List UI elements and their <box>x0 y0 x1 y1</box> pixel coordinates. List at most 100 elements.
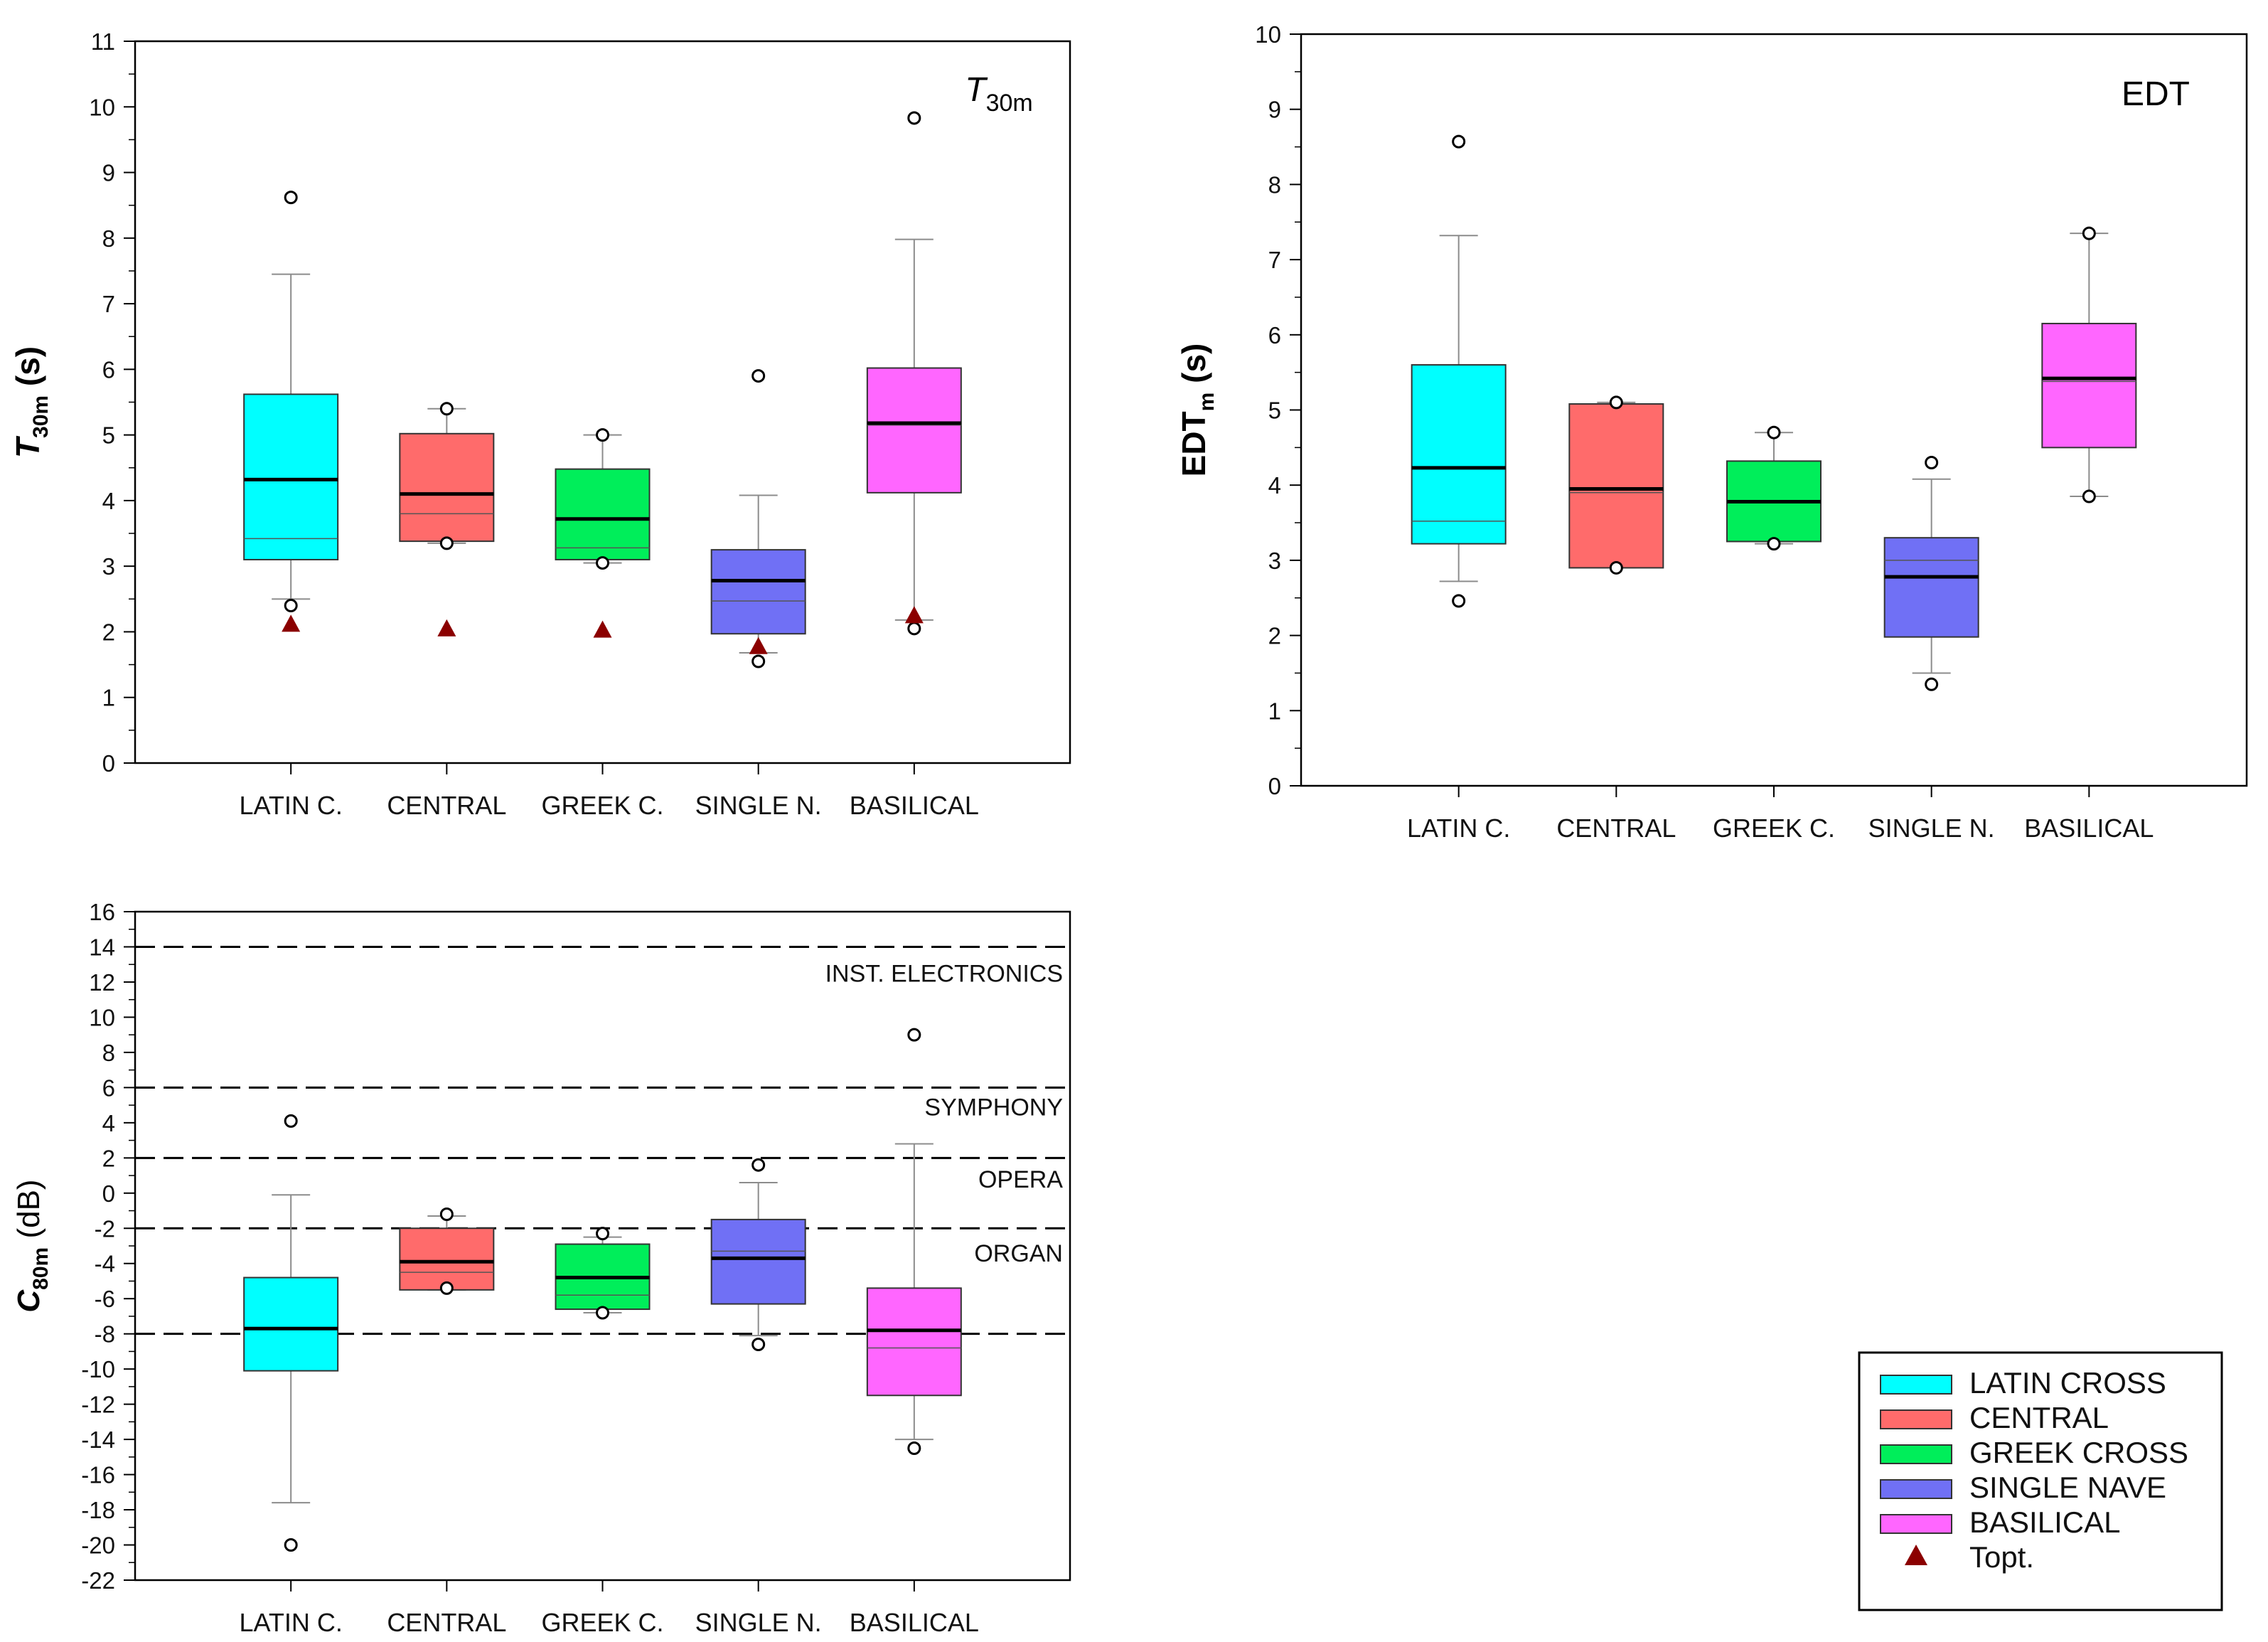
t30-panel: 0 1 2 3 4 5 6 7 8 9 10 11 LATIN C. CENTRAL GREEK C. SIN… <box>9 28 1071 820</box>
edt-outlier-point <box>1452 594 1466 608</box>
t30-outlier-point <box>596 556 609 570</box>
c80-outlier-point <box>596 1306 609 1320</box>
t30-topt-marker <box>749 636 768 654</box>
legend-topt-label: Topt. <box>1969 1540 2034 1574</box>
t30-y-axis-label-main: T <box>9 435 46 458</box>
t30-topt-marker <box>282 614 301 632</box>
edt-category-label: CENTRAL <box>1556 814 1676 843</box>
t30-category-label: SINGLE N. <box>695 791 822 820</box>
edt-ytick-label: 6 <box>1268 322 1281 348</box>
t30-outlier-point <box>439 402 454 416</box>
t30-outlier-point <box>284 191 298 205</box>
t30-ytick-label: 4 <box>102 488 115 514</box>
c80-ytick-label: 4 <box>102 1110 115 1136</box>
t30-ytick-label: 5 <box>102 422 115 449</box>
edt-y-axis-label-unit: (s) <box>1175 343 1212 393</box>
c80-category-label: BASILICAL <box>850 1608 979 1637</box>
edt-ytick-label: 2 <box>1268 623 1281 649</box>
c80-ytick-label: 8 <box>102 1040 115 1066</box>
t30-box <box>710 549 806 635</box>
edt-y-axis-label-main: EDT <box>1175 411 1212 476</box>
t30-outlier-point <box>907 111 921 125</box>
c80-outlier-point <box>596 1227 609 1241</box>
c80-ytick-label: -22 <box>81 1567 115 1594</box>
t30-box <box>866 367 962 494</box>
edt-outlier-point <box>2082 226 2096 240</box>
c80-ytick-label: 16 <box>89 899 115 925</box>
t30-box <box>243 393 339 560</box>
t30-ytick-label: 8 <box>102 225 115 252</box>
t30-outlier-point <box>751 369 766 383</box>
c80-ytick-label: -8 <box>95 1321 115 1348</box>
t30-topt-marker <box>593 620 612 638</box>
c80-ytick-label: 10 <box>89 1004 115 1030</box>
c80-outlier-point <box>284 1538 298 1552</box>
edt-box <box>1411 364 1507 545</box>
t30-outlier-point <box>596 428 609 442</box>
edt-category-label: GREEK C. <box>1713 814 1835 843</box>
c80-box <box>710 1218 806 1305</box>
edt-outlier-point <box>1767 425 1781 439</box>
edt-outlier-point <box>1925 677 1939 691</box>
edt-ytick-label: 7 <box>1268 247 1281 273</box>
t30-topt-marker <box>904 606 924 624</box>
t30-ytick-label: 11 <box>91 28 115 55</box>
c80-category-label: GREEK C. <box>541 1608 663 1637</box>
edt-outlier-point <box>1609 395 1623 410</box>
legend-label: LATIN CROSS <box>1969 1366 2166 1400</box>
c80-box <box>866 1287 962 1397</box>
c80-ytick-label: 2 <box>102 1145 115 1171</box>
edt-category-label: SINGLE N. <box>1868 814 1995 843</box>
edt-y-axis-label-sub: m <box>1195 393 1219 412</box>
c80-zone-label: INST. ELECTRONICS <box>825 961 1063 988</box>
c80-ytick-label: 14 <box>89 934 115 960</box>
t30-ytick-label: 7 <box>102 291 115 317</box>
edt-outlier-point <box>1767 537 1781 551</box>
edt-panel: 0 1 2 3 4 5 6 7 8 9 10 LATIN C. CENTRAL GREEK C. SINGL… <box>1175 21 2248 843</box>
t30-annotation-sub: 30m <box>986 90 1033 117</box>
c80-outlier-point <box>907 1028 921 1042</box>
edt-y-axis-label: EDTm (s) <box>1175 343 1219 477</box>
t30-outlier-point <box>907 622 921 636</box>
c80-outlier-point <box>751 1338 766 1352</box>
c80-ytick-label: 0 <box>102 1180 115 1207</box>
c80-y-axis-label-sub: 80m <box>29 1247 53 1290</box>
c80-outlier-point <box>907 1441 921 1455</box>
t30-ytick-label: 6 <box>102 356 115 383</box>
legend-swatch <box>1880 1375 1952 1395</box>
t30-category-label: GREEK C. <box>541 791 663 820</box>
c80-ytick-label: -20 <box>81 1532 115 1559</box>
t30-category-label: CENTRAL <box>387 791 506 820</box>
c80-ytick-label: -6 <box>95 1286 115 1312</box>
edt-ytick-label: 5 <box>1268 398 1281 424</box>
t30-ytick-label: 1 <box>102 685 115 711</box>
t30-ytick-label: 0 <box>102 750 115 777</box>
c80-outlier-point <box>439 1281 454 1295</box>
t30-ytick-label: 9 <box>102 160 115 186</box>
edt-box <box>1568 403 1664 569</box>
t30-annotation-main: T <box>965 71 988 109</box>
edt-ytick-label: 10 <box>1255 21 1281 48</box>
legend-label: BASILICAL <box>1969 1505 2120 1539</box>
t30-category-label: BASILICAL <box>850 791 979 820</box>
t30-category-label: LATIN C. <box>239 791 342 820</box>
c80-ytick-label: -12 <box>81 1392 115 1418</box>
c80-zone-label: SYMPHONY <box>924 1094 1063 1121</box>
t30-ytick-label: 10 <box>89 94 115 120</box>
edt-ytick-label: 4 <box>1268 472 1281 499</box>
t30-box <box>555 468 651 560</box>
edt-ytick-label: 8 <box>1268 171 1281 198</box>
legend-label: GREEK CROSS <box>1969 1436 2188 1469</box>
c80-outlier-point <box>284 1114 298 1128</box>
c80-outlier-point <box>751 1158 766 1172</box>
c80-ytick-label: -14 <box>81 1427 115 1453</box>
c80-ytick-label: 12 <box>89 969 115 996</box>
legend-swatch <box>1880 1479 1952 1499</box>
edt-category-label: LATIN C. <box>1407 814 1510 843</box>
c80-ytick-label: -4 <box>95 1251 115 1277</box>
edt-outlier-point <box>1452 134 1466 149</box>
c80-ytick-label: -16 <box>81 1462 115 1488</box>
edt-box <box>2041 322 2137 449</box>
